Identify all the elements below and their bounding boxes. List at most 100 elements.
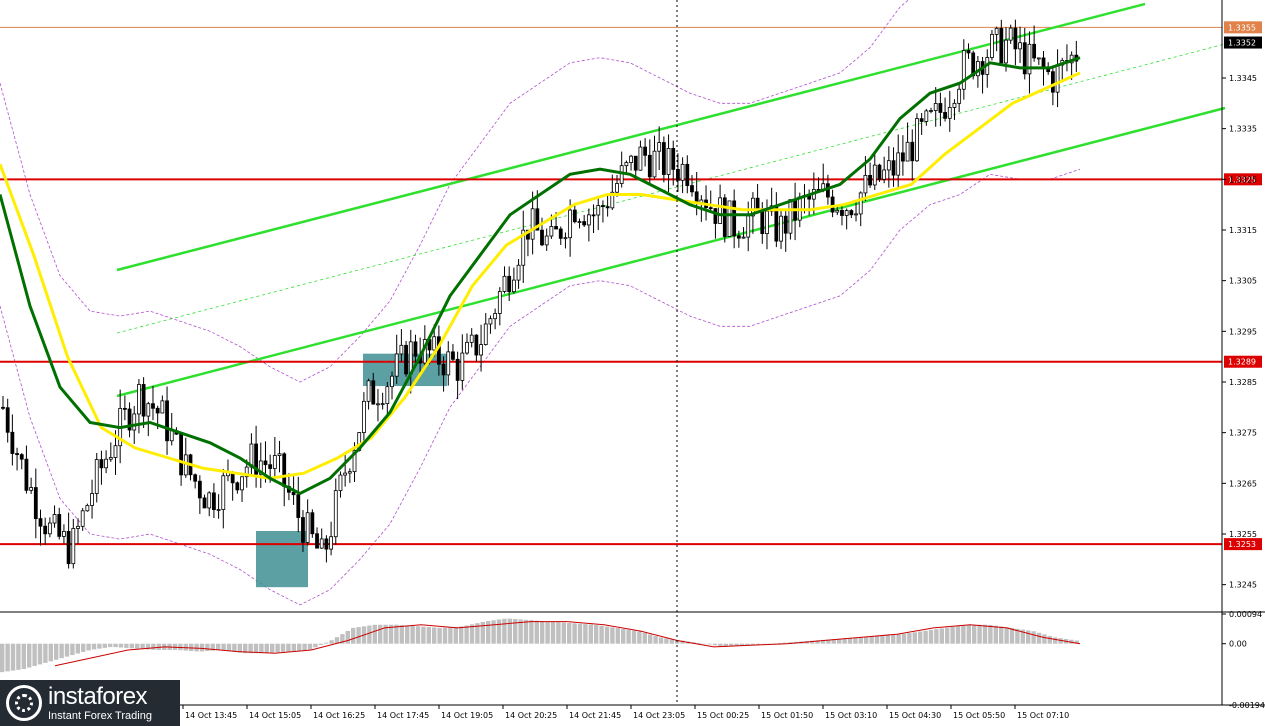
- histogram-bar: [307, 643, 313, 650]
- histogram-bar: [108, 643, 113, 648]
- candle-down: [938, 103, 943, 113]
- candle-down: [891, 160, 896, 176]
- x-tick-label: 14 Oct 19:05: [441, 711, 493, 720]
- histogram-bar: [426, 627, 431, 644]
- candle-up: [460, 352, 465, 381]
- candle-down: [966, 50, 971, 54]
- histogram-bar: [151, 643, 156, 650]
- x-tick-label: 14 Oct 20:25: [505, 711, 557, 720]
- candle-up: [961, 50, 966, 90]
- histogram-bar: [221, 643, 226, 651]
- histogram-bar: [880, 635, 885, 644]
- entry-zone-box-1: [256, 531, 308, 588]
- candle-down: [694, 191, 699, 204]
- histogram-bar: [1058, 638, 1063, 644]
- histogram-bar: [988, 624, 993, 644]
- candle-up: [132, 413, 137, 431]
- candle-up: [390, 375, 394, 388]
- candle-up: [915, 118, 919, 162]
- histogram-bar: [372, 624, 377, 644]
- candle-up: [62, 531, 66, 537]
- candle-down: [591, 214, 596, 217]
- brand-logo: instaforex Instant Forex Trading: [0, 680, 180, 726]
- histogram-bar: [1015, 628, 1020, 644]
- histogram-bar: [750, 643, 755, 645]
- candle-up: [1008, 27, 1013, 41]
- candle-down: [441, 363, 446, 376]
- candle-up: [652, 150, 657, 178]
- histogram-bar: [734, 643, 739, 647]
- histogram-bar: [583, 624, 588, 644]
- fast-ma-line: [0, 56, 1081, 496]
- candle-down: [291, 491, 296, 496]
- histogram-bar: [1074, 640, 1079, 644]
- histogram-bar: [864, 636, 869, 644]
- candle-up: [76, 525, 80, 529]
- histogram-bar: [928, 629, 934, 644]
- histogram-bar: [572, 623, 577, 644]
- candle-down: [197, 480, 202, 499]
- candle-down: [38, 518, 43, 527]
- histogram-bar: [615, 628, 620, 644]
- candle-up: [94, 459, 99, 494]
- y-tick-label: 1.3305: [1229, 277, 1257, 286]
- histogram-bar: [523, 619, 529, 644]
- histogram-bar: [772, 643, 777, 644]
- histogram-bar: [291, 643, 296, 652]
- histogram-bar: [588, 624, 593, 644]
- histogram-bar: [205, 643, 210, 652]
- candle-up: [858, 192, 863, 215]
- histogram-bar: [594, 625, 599, 644]
- candle-up: [952, 102, 957, 108]
- histogram-bar: [367, 625, 372, 644]
- candle-up: [521, 229, 526, 266]
- candle-up: [329, 536, 333, 550]
- candle-up: [746, 215, 751, 238]
- candle-up: [765, 210, 769, 234]
- oscillator-panel: [0, 618, 1081, 673]
- histogram-bar: [469, 624, 475, 644]
- histogram-bar: [1036, 632, 1042, 644]
- candle-down: [151, 403, 155, 409]
- candle-up: [530, 208, 535, 240]
- candle-up: [240, 476, 244, 491]
- histogram-bar: [858, 637, 863, 644]
- candle-up: [113, 445, 118, 458]
- candle-up: [352, 449, 357, 473]
- candle-up: [680, 163, 685, 181]
- price-panel: [0, 0, 1226, 606]
- candle-up: [994, 27, 999, 35]
- histogram-bar: [756, 643, 761, 645]
- histogram-bar: [486, 621, 491, 644]
- candle-up: [502, 275, 507, 292]
- histogram-bar: [577, 623, 583, 644]
- candle-down: [254, 443, 258, 475]
- candle-down: [66, 531, 71, 565]
- histogram-bar: [81, 643, 86, 652]
- histogram-bar: [977, 624, 982, 644]
- histogram-bar: [707, 643, 712, 645]
- x-tick-label: 15 Oct 05:50: [953, 711, 1005, 720]
- histogram-bar: [626, 629, 631, 644]
- histogram-bar: [0, 643, 5, 673]
- candle-up: [1036, 57, 1041, 60]
- histogram-bar: [324, 642, 329, 644]
- histogram-bar: [702, 643, 707, 645]
- level-price-label: 1.3253: [1228, 540, 1256, 549]
- candle-down: [24, 458, 29, 491]
- candle-down: [315, 533, 319, 549]
- histogram-bar: [97, 643, 102, 649]
- histogram-bars: [0, 618, 1079, 673]
- histogram-bar: [923, 630, 928, 644]
- signal-line: [54, 621, 1081, 667]
- candle-up: [1018, 42, 1022, 50]
- candle-down: [263, 460, 268, 466]
- candle-down: [474, 334, 479, 356]
- candle-down: [943, 112, 947, 119]
- candle-up: [835, 209, 840, 213]
- histogram-bar: [475, 623, 480, 644]
- histogram-bar: [54, 643, 59, 660]
- histogram-bar: [518, 619, 523, 644]
- candle-up: [624, 162, 629, 167]
